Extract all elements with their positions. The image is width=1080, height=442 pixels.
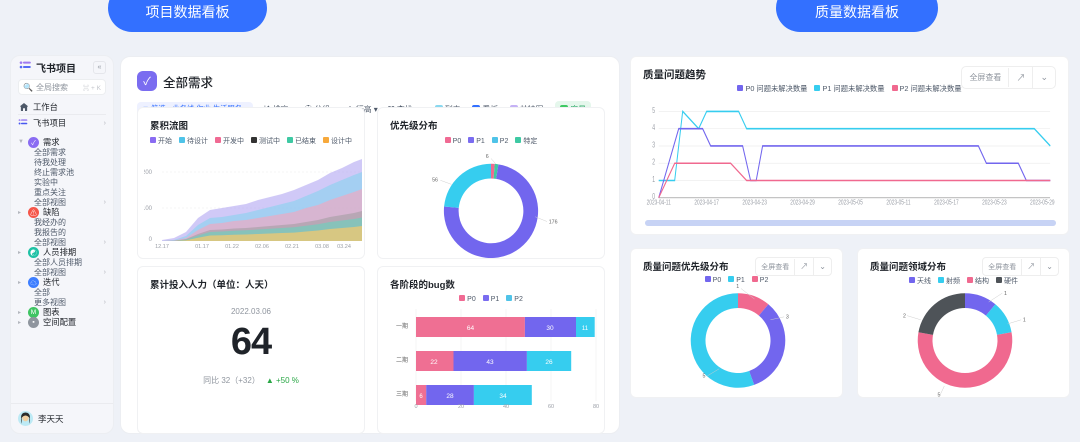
- svg-text:5: 5: [703, 374, 706, 380]
- svg-text:3: 3: [652, 141, 655, 149]
- svg-text:2023-04-11: 2023-04-11: [647, 198, 672, 205]
- svg-text:2023-05-17: 2023-05-17: [934, 198, 959, 205]
- svg-text:2023-05-23: 2023-05-23: [982, 198, 1007, 205]
- svg-text:03.08: 03.08: [315, 244, 329, 250]
- svg-text:03.24: 03.24: [337, 244, 351, 250]
- svg-text:80: 80: [593, 404, 599, 409]
- svg-text:176: 176: [549, 219, 558, 225]
- svg-text:11: 11: [582, 326, 589, 332]
- svg-text:20: 20: [458, 404, 464, 409]
- svg-text:4: 4: [652, 124, 655, 132]
- svg-text:2023-04-29: 2023-04-29: [790, 198, 815, 205]
- svg-text:01.17: 01.17: [195, 244, 209, 250]
- svg-text:100: 100: [144, 206, 153, 212]
- svg-text:43: 43: [486, 359, 494, 366]
- svg-text:2: 2: [652, 159, 655, 167]
- svg-text:三期: 三期: [396, 390, 408, 398]
- svg-text:3: 3: [786, 315, 789, 321]
- svg-text:2023-05-29: 2023-05-29: [1030, 198, 1055, 205]
- svg-text:0: 0: [414, 404, 417, 409]
- svg-text:12.17: 12.17: [155, 244, 169, 250]
- svg-text:二期: 二期: [396, 356, 408, 364]
- svg-text:34: 34: [499, 393, 507, 400]
- svg-text:40: 40: [503, 404, 509, 409]
- svg-text:56: 56: [432, 177, 438, 183]
- svg-text:02.21: 02.21: [285, 244, 299, 250]
- svg-text:22: 22: [430, 359, 438, 366]
- svg-text:64: 64: [467, 325, 475, 332]
- svg-text:2023-04-17: 2023-04-17: [694, 198, 719, 205]
- svg-text:6: 6: [486, 154, 489, 160]
- svg-text:30: 30: [546, 325, 554, 332]
- svg-text:01.22: 01.22: [225, 244, 239, 250]
- svg-text:1: 1: [652, 176, 655, 184]
- svg-text:0: 0: [149, 237, 153, 243]
- svg-text:02.06: 02.06: [255, 244, 269, 250]
- svg-text:200: 200: [144, 170, 153, 176]
- svg-text:一期: 一期: [396, 322, 408, 330]
- svg-text:60: 60: [548, 404, 554, 409]
- svg-text:2: 2: [903, 313, 906, 319]
- svg-text:5: 5: [938, 393, 941, 397]
- svg-text:5: 5: [652, 107, 655, 115]
- svg-text:2023-05-05: 2023-05-05: [838, 198, 863, 205]
- svg-text:1: 1: [736, 284, 739, 290]
- svg-text:28: 28: [446, 393, 454, 400]
- svg-text:26: 26: [545, 359, 553, 366]
- svg-text:1: 1: [1023, 318, 1026, 324]
- svg-text:2023-04-23: 2023-04-23: [742, 198, 767, 205]
- svg-text:1: 1: [1004, 291, 1007, 297]
- svg-text:2023-05-11: 2023-05-11: [886, 198, 911, 205]
